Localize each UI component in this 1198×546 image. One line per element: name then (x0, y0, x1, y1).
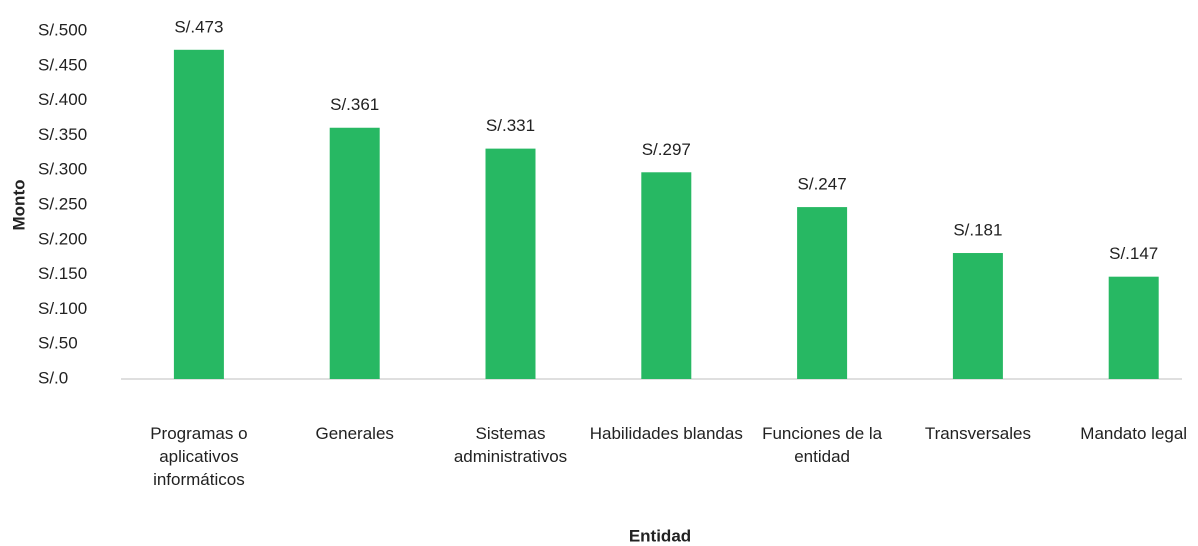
x-tick-label: Sistemas administrativos (453, 424, 568, 466)
y-tick-label: S/.400 (38, 90, 87, 109)
data-label: S/.361 (330, 95, 379, 114)
bar (173, 49, 224, 380)
y-tick-label: S/.150 (38, 264, 87, 283)
y-tick-label: S/.200 (38, 229, 87, 248)
y-tick-label: S/.500 (38, 20, 87, 39)
data-label: S/.181 (953, 221, 1002, 240)
x-tick-label: Transversales (924, 424, 1031, 443)
bar (485, 148, 536, 379)
data-label: S/.331 (486, 116, 535, 135)
y-tick-label: S/.450 (38, 55, 87, 74)
x-tick-label: Generales (315, 424, 394, 443)
x-tick-label: Mandato legal (1080, 424, 1188, 443)
bar (329, 127, 380, 379)
bar (797, 207, 848, 379)
x-tick-label: Programas o aplicativos informáticos (150, 424, 248, 489)
data-label: S/.147 (1109, 244, 1158, 263)
bar (952, 253, 1003, 379)
data-label: S/.473 (174, 17, 223, 36)
x-tick-label: Habilidades blandas (589, 424, 743, 443)
y-tick-label: S/.250 (38, 194, 87, 213)
y-tick-label: S/.100 (38, 299, 87, 318)
y-tick-label: S/.50 (38, 334, 78, 353)
y-tick-label: S/.350 (38, 125, 87, 144)
data-label: S/.247 (798, 175, 847, 194)
y-tick-label: S/.0 (38, 368, 68, 387)
data-label: S/.297 (642, 140, 691, 159)
y-tick-label: S/.300 (38, 160, 87, 179)
bar (641, 172, 692, 379)
bar (1108, 276, 1159, 379)
y-axis-title: Monto (9, 180, 28, 231)
x-tick-label: Funciones de la entidad (762, 424, 883, 466)
x-axis-title: Entidad (629, 526, 691, 545)
